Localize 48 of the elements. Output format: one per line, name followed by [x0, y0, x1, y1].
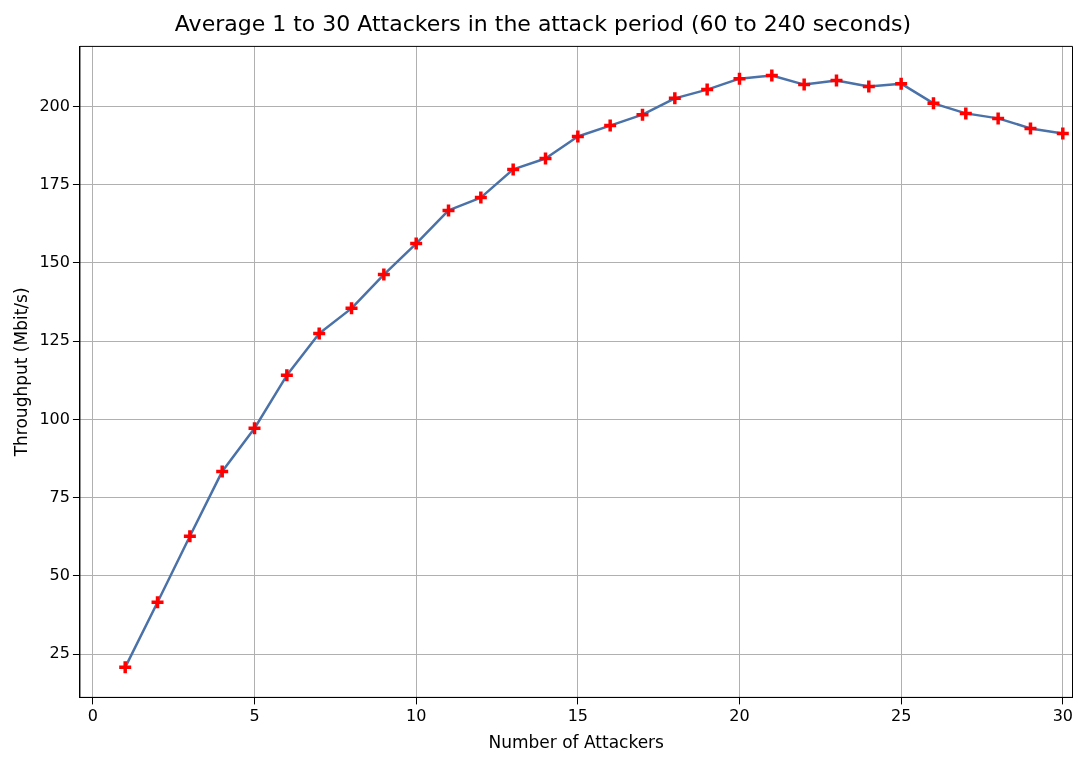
x-axis-title: Number of Attackers — [488, 732, 665, 753]
point — [246, 420, 263, 436]
point — [311, 325, 327, 342]
y-tick-label: 25 — [49, 643, 70, 663]
x-tick-label: 0 — [87, 706, 98, 726]
point — [828, 72, 845, 89]
point — [408, 235, 424, 252]
point — [764, 67, 780, 84]
x-tick-label: 15 — [567, 706, 589, 726]
point — [343, 300, 360, 317]
point — [699, 81, 715, 98]
point — [667, 90, 683, 107]
y-tick-label: 150 — [39, 252, 70, 272]
point — [182, 528, 198, 544]
y-tick-label: 100 — [39, 408, 70, 428]
point — [893, 75, 909, 92]
x-tick-label: 10 — [406, 706, 427, 726]
x-tick-label: 20 — [729, 706, 750, 726]
point — [1055, 125, 1071, 142]
point — [537, 150, 554, 167]
point — [149, 594, 166, 610]
chart-title: Average 1 to 30 Attackers in the attack period (60 to 240 seconds) — [174, 10, 912, 36]
point — [990, 110, 1006, 127]
x-tick-label: 5 — [249, 706, 260, 726]
point — [473, 189, 489, 206]
point — [505, 161, 521, 178]
y-tick-label: 75 — [49, 486, 70, 506]
point — [214, 463, 230, 480]
x-tick-label: 30 — [1052, 706, 1073, 726]
point — [958, 105, 974, 122]
point — [376, 266, 392, 283]
point — [796, 76, 812, 93]
y-tick-label: 125 — [39, 330, 70, 350]
point — [731, 70, 748, 87]
y-tick-label: 50 — [49, 565, 70, 585]
point — [117, 659, 133, 676]
point — [602, 117, 618, 134]
point — [861, 78, 877, 95]
point — [570, 128, 586, 145]
point — [634, 106, 651, 123]
point — [440, 202, 457, 219]
x-tick-label: 25 — [890, 706, 912, 726]
point — [925, 95, 942, 112]
point — [279, 367, 295, 384]
y-axis-title: Throughput (Mbit/s) — [10, 287, 31, 458]
y-tick-label: 200 — [39, 95, 70, 115]
y-tick-label: 175 — [39, 173, 70, 193]
point — [1022, 120, 1039, 137]
